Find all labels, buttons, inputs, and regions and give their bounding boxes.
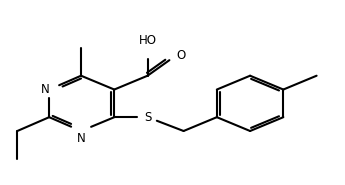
Text: HO: HO [139,34,157,47]
Text: N: N [77,132,86,145]
Text: O: O [177,49,186,63]
Text: S: S [144,111,151,124]
Text: N: N [40,83,49,96]
